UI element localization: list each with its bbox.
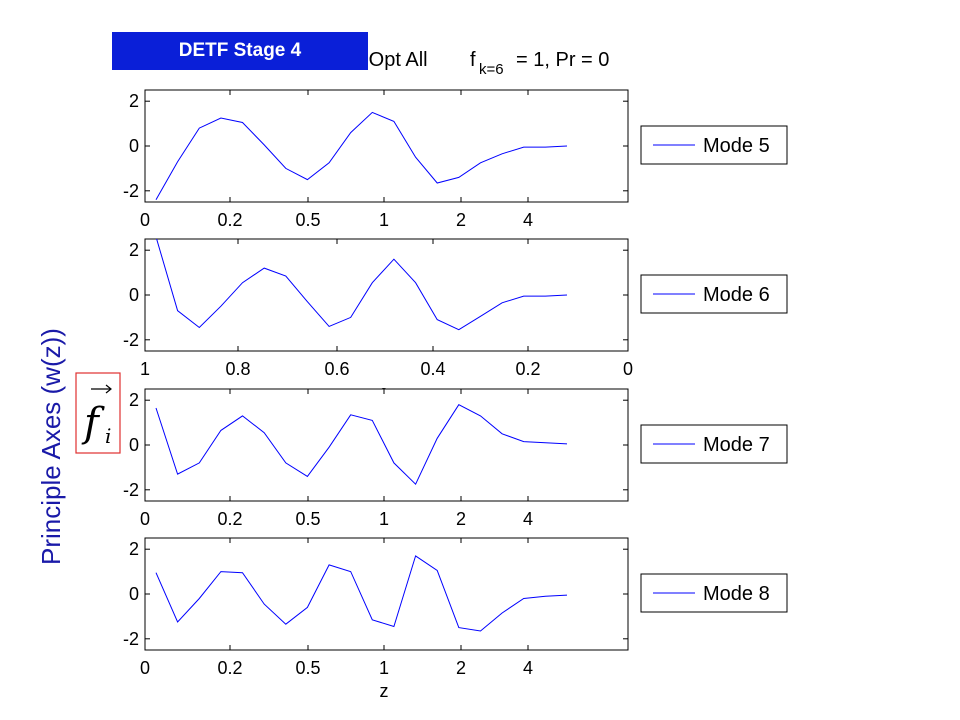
y-tick-label: 2 bbox=[129, 91, 139, 111]
y-tick-label: 2 bbox=[129, 539, 139, 559]
x-tick-label: 0 bbox=[140, 509, 150, 529]
x-tick-label: 4 bbox=[523, 210, 533, 230]
axes-box bbox=[144, 238, 629, 352]
x-tick-label: 1 bbox=[379, 509, 389, 529]
axes-box bbox=[144, 89, 629, 203]
x-tick-label: 0.8 bbox=[225, 359, 250, 379]
x-tick-label: 0 bbox=[140, 210, 150, 230]
x-tick-label: 1 bbox=[140, 359, 150, 379]
x-tick-label: 0.2 bbox=[217, 658, 242, 678]
vector-subscript: i bbox=[105, 424, 111, 448]
y-tick-label: -2 bbox=[123, 330, 139, 350]
legend-label: Mode 8 bbox=[703, 583, 770, 605]
stage-badge: DETF Stage 4 bbox=[112, 32, 368, 70]
x-tick-label: 0.6 bbox=[324, 359, 349, 379]
y-tick-label: -2 bbox=[123, 629, 139, 649]
x-axis-label: z bbox=[380, 681, 389, 701]
series-line-mode-6 bbox=[156, 239, 568, 331]
y-tick-label: 2 bbox=[129, 240, 139, 260]
x-tick-label: 0.4 bbox=[420, 359, 445, 379]
series-line-mode-8 bbox=[155, 555, 568, 632]
legend-label: Mode 6 bbox=[703, 284, 770, 306]
x-tick-label: 4 bbox=[523, 658, 533, 678]
title-visible-text: e Opt All bbox=[352, 49, 428, 71]
y-tick-label: 0 bbox=[129, 285, 139, 305]
y-tick-label: 0 bbox=[129, 435, 139, 455]
x-tick-label: 0.5 bbox=[295, 658, 320, 678]
axes-box bbox=[144, 388, 629, 502]
x-tick-label: 1 bbox=[379, 658, 389, 678]
series-line-mode-7 bbox=[155, 404, 568, 486]
x-tick-label: 0 bbox=[623, 359, 633, 379]
legend: Mode 7 bbox=[640, 424, 788, 464]
legend: Mode 5 bbox=[640, 125, 788, 165]
figure-title: e Opt All bbox=[352, 49, 428, 71]
x-tick-label: 0.5 bbox=[295, 509, 320, 529]
vector-letter: f bbox=[81, 400, 105, 446]
x-tick-label: 1 bbox=[379, 210, 389, 230]
x-tick-label: 4 bbox=[523, 509, 533, 529]
legend: Mode 6 bbox=[640, 274, 788, 314]
y-tick-label: -2 bbox=[123, 181, 139, 201]
x-tick-label: 0 bbox=[140, 658, 150, 678]
x-tick-label: 0.2 bbox=[217, 509, 242, 529]
x-tick-label: 2 bbox=[456, 509, 466, 529]
x-tick-label: 0.2 bbox=[217, 210, 242, 230]
x-tick-label: 2 bbox=[456, 210, 466, 230]
title-subscript: k=6 bbox=[479, 61, 504, 78]
axes-box bbox=[144, 537, 629, 651]
vector-f-icon: f i bbox=[75, 372, 121, 454]
legend-label: Mode 5 bbox=[703, 135, 770, 157]
y-tick-label: 0 bbox=[129, 584, 139, 604]
y-tick-label: -2 bbox=[123, 480, 139, 500]
subplot-2: 2 0 -21 0.8 0.6 0.4 0.2 0 Mode 6 bbox=[123, 238, 788, 379]
title-formula: f bbox=[470, 49, 476, 71]
x-tick-label: 2 bbox=[456, 658, 466, 678]
series-line-mode-5 bbox=[155, 111, 568, 201]
legend-label: Mode 7 bbox=[703, 434, 770, 456]
y-tick-label: 0 bbox=[129, 136, 139, 156]
legend: Mode 8 bbox=[640, 573, 788, 613]
title-rest: = 1, Pr = 0 bbox=[516, 49, 609, 71]
x-tick-label: 0.5 bbox=[295, 210, 320, 230]
y-tick-label: 2 bbox=[129, 390, 139, 410]
y-axis-label: Principle Axes (w(z)) bbox=[36, 328, 66, 565]
x-tick-label: 0.2 bbox=[515, 359, 540, 379]
